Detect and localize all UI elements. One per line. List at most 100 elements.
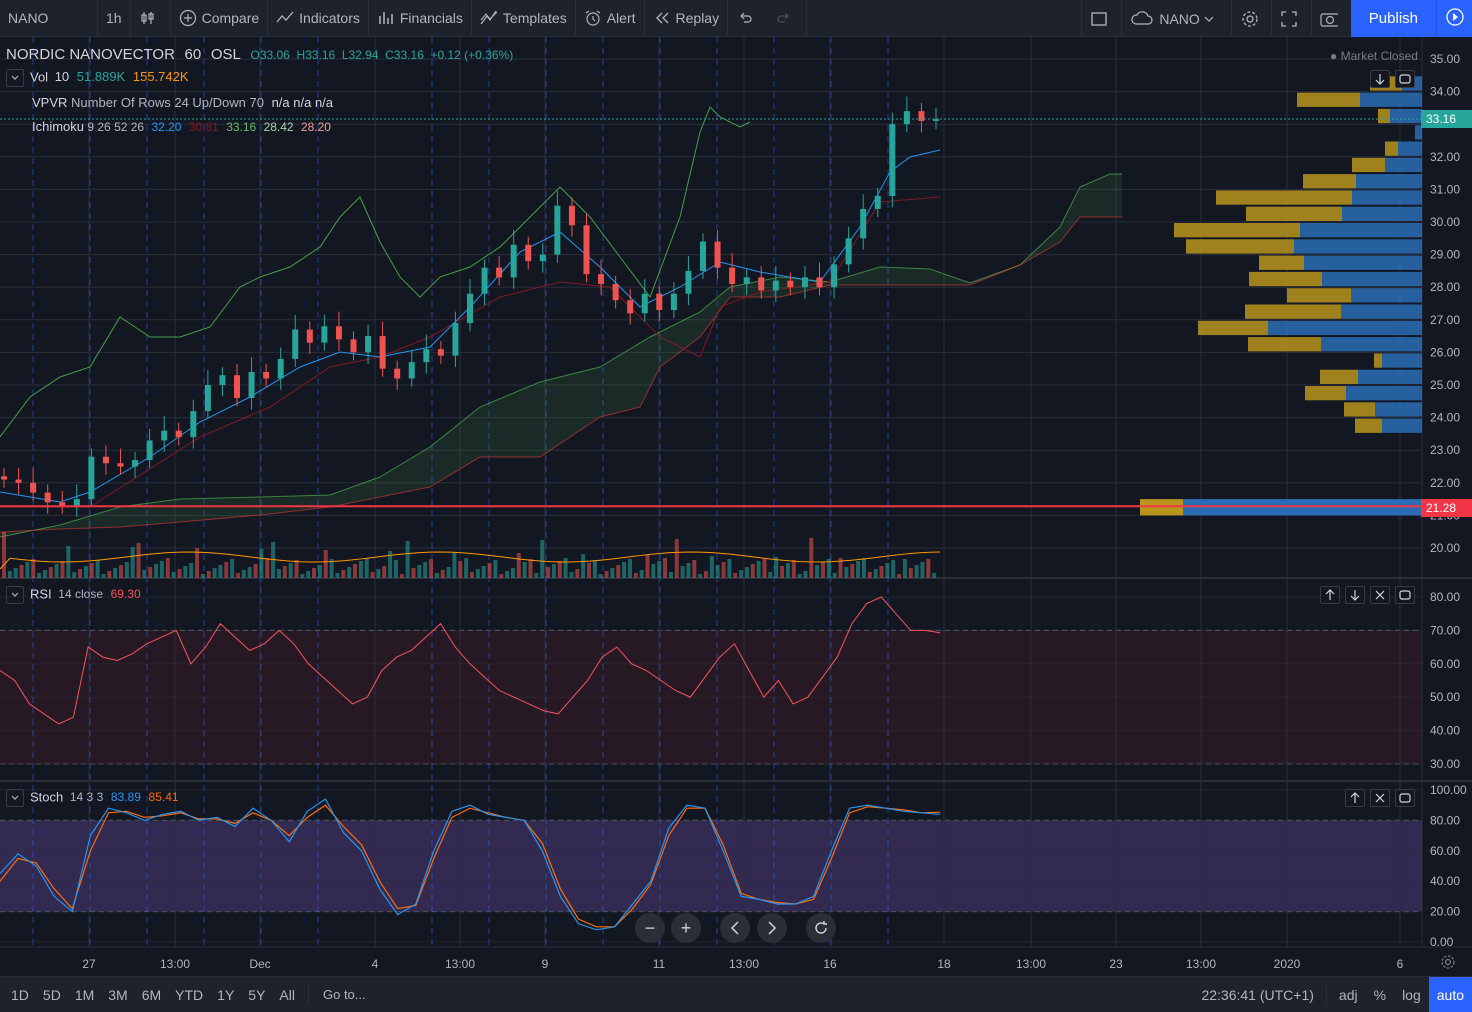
zoom-in-button[interactable]: + [671,913,701,943]
move-stoch-up-button[interactable] [1345,789,1365,807]
maximize-pane-button[interactable] [1395,70,1415,88]
close-rsi-button[interactable] [1370,586,1390,604]
range-1d[interactable]: 1D [11,986,29,1003]
goto-button[interactable]: Go to... [322,987,366,1002]
log-toggle[interactable]: log [1402,986,1421,1003]
scroll-right-button[interactable] [757,913,787,943]
indicators-button[interactable]: Indicators [268,0,369,37]
financials-button[interactable]: Financials [369,0,472,37]
vpvr-legend[interactable]: VPVR Number Of Rows 24 Up/Down 70 n/a n/… [32,95,333,110]
range-5d[interactable]: 5D [42,986,61,1003]
volume-bar [803,571,808,578]
interval-button[interactable]: 1h [98,0,131,37]
ichimoku-legend[interactable]: Ichimoku 9 26 52 26 32.20 30.81 33.16 28… [32,119,331,134]
range-5y[interactable]: 5Y [248,986,266,1003]
range-6m[interactable]: 6M [141,986,162,1003]
candle-body [598,274,605,284]
clock[interactable]: 22:36:41 (UTC+1) [1201,986,1314,1003]
redo-button[interactable] [767,0,808,37]
volume-bar [31,559,36,578]
gear-icon [1441,955,1455,969]
price-tick-label: 25.00 [1430,378,1460,392]
zoom-out-button[interactable]: − [635,913,665,943]
replay-button[interactable]: Replay [645,0,729,37]
volume-bar [341,570,346,578]
volume-bar [475,569,480,578]
undo-button[interactable] [728,0,767,37]
candle-body [408,362,415,379]
candle-body [772,280,779,291]
market-status: ● Market Closed [1330,49,1418,63]
save-layout-button[interactable]: NANO [1122,0,1232,37]
layout-select-button[interactable] [1081,0,1123,37]
move-rsi-down-button[interactable] [1345,586,1365,604]
chart-type-button[interactable] [131,0,171,37]
move-rsi-up-button[interactable] [1320,586,1340,604]
vpvr-up-bar [1322,271,1422,287]
stoch-tick-label: 100.00 [1430,783,1467,797]
collapse-rsi-button[interactable] [6,586,24,604]
volume-bar [282,566,287,578]
collapse-legend-button[interactable] [6,69,24,87]
range-1m[interactable]: 1M [74,986,95,1003]
time-tick-label: 16 [823,957,837,971]
candle-body [1,476,7,480]
stoch-legend[interactable]: Stoch 14 3 3 83.89 85.41 [6,789,179,807]
alert-button[interactable]: Alert [576,0,645,37]
candle-body [568,205,575,226]
settings-button[interactable] [1232,0,1272,37]
interval-label: 1h [106,10,122,26]
stoch-tick-label: 20.00 [1430,905,1460,919]
volume-bar [253,564,258,578]
candle-body [423,349,430,363]
arrow-down-icon [1375,74,1385,85]
play-button[interactable] [1436,0,1472,37]
volume-bar [464,558,469,578]
volume-bar [2,532,6,578]
volume-bar [540,540,545,578]
volume-bar [212,568,217,578]
vol-label: Vol [30,69,49,85]
maximize-stoch-button[interactable] [1395,789,1415,807]
publish-button[interactable]: Publish [1350,0,1436,37]
volume-bar [25,562,30,578]
volume-bar [165,558,170,578]
candle-body [743,277,750,284]
vpvr-up-bar [1382,353,1422,368]
status-dot-icon: ● [1330,49,1338,63]
volume-bar [663,558,668,578]
volume-bar [563,558,568,578]
snapshot-button[interactable] [1312,0,1351,37]
range-1y[interactable]: 1Y [217,986,235,1003]
volume-bar [136,543,141,578]
adj-toggle[interactable]: adj [1338,986,1358,1003]
move-pane-down-button[interactable] [1370,70,1390,88]
percent-toggle[interactable]: % [1373,986,1387,1003]
reset-chart-button[interactable] [806,913,836,943]
vol-legend[interactable]: Vol 10 51.889K 155.742K [6,69,189,87]
symbol-search[interactable]: NANO [0,0,98,37]
add-circle-icon [179,9,197,27]
range-3m[interactable]: 3M [108,986,128,1003]
ichimoku-label: Ichimoku [32,119,85,134]
price-tick-label: 26.00 [1430,345,1460,359]
close-stoch-button[interactable] [1370,789,1390,807]
candle-body [365,336,372,353]
chart-canvas[interactable]: 35.0034.0033.0032.0031.0030.0029.0028.00… [0,37,1472,977]
range-ytd[interactable]: YTD [175,986,204,1003]
maximize-rsi-button[interactable] [1395,586,1415,604]
axis-settings-button[interactable] [1440,954,1456,973]
fullscreen-button[interactable] [1272,0,1312,37]
volume-bar [879,566,884,578]
volume-bar [13,568,18,578]
replay-label: Replay [675,10,720,26]
candle-body [758,277,765,291]
templates-button[interactable]: Templates [472,0,576,37]
auto-toggle[interactable]: auto [1428,977,1472,1012]
rsi-legend[interactable]: RSI 14 close 69.30 [6,586,141,604]
vol-ma-value: 155.742K [132,69,189,85]
range-all[interactable]: All [279,986,295,1003]
scroll-left-button[interactable] [720,913,750,943]
compare-button[interactable]: Compare [171,0,269,37]
collapse-stoch-button[interactable] [6,789,24,807]
